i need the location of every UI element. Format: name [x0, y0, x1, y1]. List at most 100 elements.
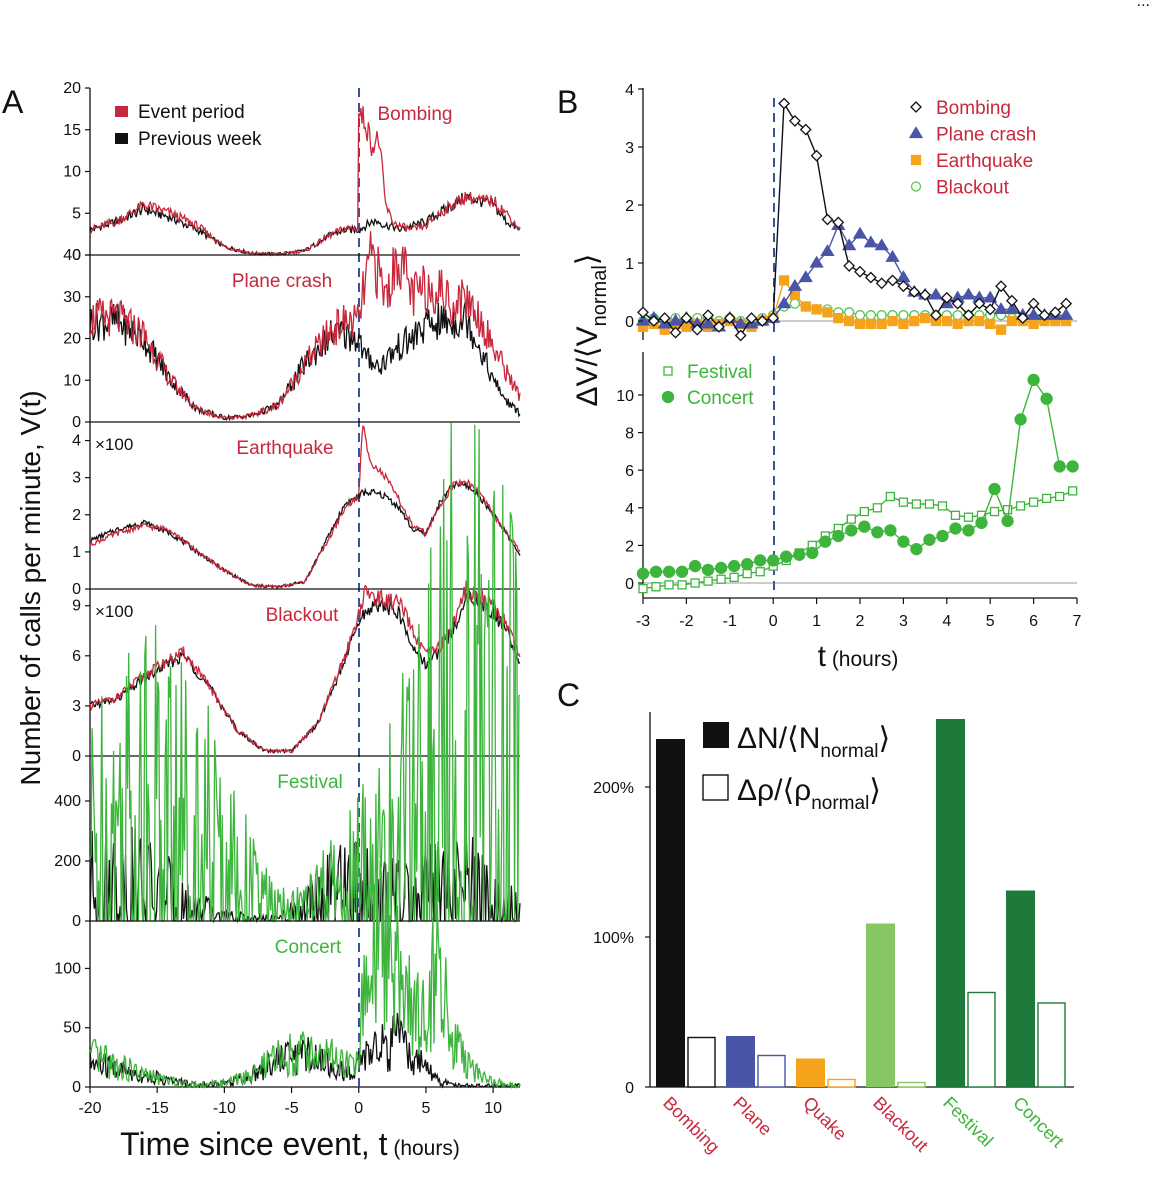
data-point	[800, 301, 811, 312]
event-period-line	[89, 860, 521, 1090]
data-point	[647, 315, 660, 327]
data-point	[754, 554, 767, 567]
event-period-line	[89, 424, 521, 590]
data-point	[844, 315, 855, 327]
legend-label: Festival	[687, 362, 752, 383]
data-point	[664, 580, 674, 590]
data-point	[832, 529, 845, 543]
panel-b-ylabel-close: ⟩	[571, 254, 604, 266]
legend-marker	[908, 126, 924, 139]
bar-delta-n	[796, 1058, 825, 1087]
category-label: Blackout	[869, 1093, 932, 1156]
data-point	[930, 309, 942, 322]
panel-b-x-tick-label: -2	[679, 613, 693, 630]
panel-a-x-tick-label: 0	[354, 1100, 363, 1117]
data-point	[669, 326, 682, 339]
panel-b-ticks: 0 1 2 3 4 0 2 4 6 8 10 -3 -2 -1 0 1 2 3 4 5 6 7	[616, 82, 1081, 630]
data-point	[843, 259, 856, 272]
event-period-line	[89, 422, 521, 923]
data-point	[962, 524, 975, 537]
data-point	[1054, 491, 1065, 502]
data-point	[714, 561, 728, 575]
panel-a-y-tick-label: 20	[63, 331, 81, 348]
legend-n-main: ΔN/⟨N	[737, 722, 820, 755]
data-point	[1004, 302, 1020, 315]
legend-rho-sub: normal	[811, 793, 869, 814]
panel-b-y-tick-label: 2	[625, 538, 634, 555]
data-point	[898, 497, 909, 507]
event-label: Plane crash	[232, 271, 332, 292]
data-point	[1038, 309, 1051, 322]
bar-delta-rho	[757, 1054, 786, 1088]
panel-b-ylabel: ΔV/⟨Vnormal⟩	[571, 254, 611, 407]
data-point	[887, 315, 898, 327]
data-point	[950, 510, 961, 520]
data-point	[778, 97, 790, 110]
legend-n-sub: normal	[820, 741, 878, 762]
data-point	[833, 312, 844, 324]
data-point	[872, 503, 883, 513]
data-point	[974, 315, 985, 327]
data-point	[1049, 306, 1062, 319]
data-point	[884, 524, 897, 537]
panel-b-ylabel-main: ΔV/⟨V	[571, 326, 604, 406]
data-point	[1068, 486, 1078, 496]
data-point	[875, 277, 888, 290]
panel-a-x-tick-label: -20	[78, 1100, 101, 1117]
series-line	[642, 223, 1067, 328]
data-point	[675, 565, 689, 578]
category-label: Bombing	[659, 1093, 723, 1157]
data-point	[767, 312, 780, 325]
legend-previous-swatch	[115, 133, 128, 144]
data-point	[702, 309, 715, 322]
data-point	[1060, 297, 1073, 310]
data-point	[919, 288, 932, 301]
data-point	[1059, 307, 1074, 320]
panel-c-bars: Bombing Plane Quake Blackout Festival Concert	[656, 719, 1068, 1157]
data-point	[733, 316, 748, 329]
data-point	[951, 297, 964, 310]
bar-delta-n	[866, 923, 895, 1087]
data-point	[1014, 413, 1027, 426]
data-point	[952, 318, 963, 330]
event-label: Festival	[277, 772, 342, 793]
category-label: Festival	[939, 1093, 997, 1151]
panel-a-letter: A	[2, 84, 24, 120]
data-point	[863, 235, 878, 248]
category-label: Concert	[1009, 1093, 1068, 1152]
data-point	[798, 270, 813, 283]
panel-a-y-tick-label: 3	[72, 698, 81, 715]
panel-a-x-tick-label: -15	[146, 1100, 169, 1117]
data-point	[688, 559, 702, 573]
panel-a-x-tick-label: 10	[484, 1100, 502, 1117]
data-point	[811, 304, 822, 315]
data-point	[962, 309, 975, 322]
bar-delta-rho	[1037, 1002, 1066, 1088]
panel-c-letter: C	[557, 677, 580, 713]
data-point	[952, 310, 963, 321]
legend-n-close: ⟩	[879, 722, 891, 755]
data-point	[844, 307, 855, 318]
panel-b-x-tick-label: 7	[1073, 613, 1082, 630]
panel-a-x-tick-label: -10	[213, 1100, 236, 1117]
data-point	[727, 559, 741, 573]
data-point	[1053, 460, 1066, 473]
data-point	[865, 310, 876, 321]
panel-a-y-tick-label: 20	[63, 80, 81, 97]
data-point	[723, 312, 736, 325]
data-point	[713, 320, 725, 333]
data-point	[668, 313, 683, 326]
event-period-line	[89, 106, 521, 257]
series-line	[642, 302, 1067, 322]
data-point	[1066, 460, 1079, 473]
bar-delta-rho	[967, 991, 996, 1088]
data-point	[871, 526, 884, 539]
data-point	[636, 567, 650, 580]
data-point	[677, 580, 687, 590]
panel-b-y-tick-label: 6	[625, 463, 634, 480]
event-label: Blackout	[266, 605, 340, 626]
data-point	[809, 255, 824, 268]
